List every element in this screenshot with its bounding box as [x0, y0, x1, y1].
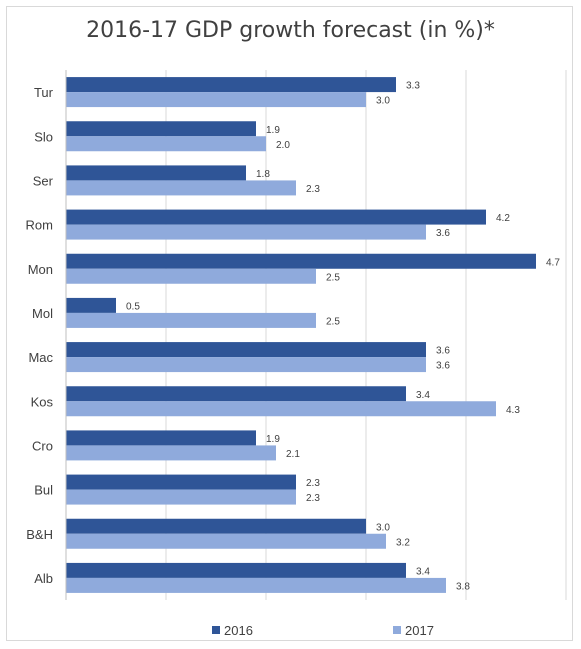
category-label: Ser	[33, 173, 54, 188]
bar-2016	[66, 165, 246, 181]
category-label: Mac	[28, 350, 53, 365]
bar-2017	[66, 180, 296, 196]
chart-title: 2016-17 GDP growth forecast (in %)*	[86, 18, 495, 43]
data-label: 3.6	[436, 346, 450, 357]
legend-label-2017: 2017	[405, 623, 434, 638]
category-label: Mon	[28, 262, 53, 277]
category-label: Bul	[34, 483, 53, 498]
data-label: 4.2	[496, 213, 510, 224]
data-label: 2.3	[306, 184, 320, 195]
data-label: 0.5	[126, 301, 140, 312]
category-label: Tur	[34, 85, 54, 100]
data-label: 2.0	[276, 140, 290, 151]
data-label: 2.3	[306, 478, 320, 489]
category-label: Alb	[34, 571, 53, 586]
data-label: 1.9	[266, 125, 280, 136]
data-label: 3.6	[436, 361, 450, 372]
bar-2016	[66, 297, 116, 313]
category-label: Slo	[34, 129, 53, 144]
bar-2016	[66, 253, 536, 269]
bar-2016	[66, 209, 486, 225]
legend-swatch-2017	[393, 626, 401, 634]
bar-2016	[66, 430, 256, 446]
bar-2017	[66, 136, 266, 152]
data-label: 3.0	[376, 96, 390, 107]
data-label: 3.6	[436, 228, 450, 239]
bar-2016	[66, 342, 426, 358]
category-label: Mol	[32, 306, 53, 321]
data-label: 2.3	[306, 493, 320, 504]
bar-2017	[66, 92, 366, 108]
bar-2017	[66, 268, 316, 284]
data-label: 3.3	[406, 81, 420, 92]
bar-2017	[66, 401, 496, 417]
bar-2016	[66, 386, 406, 402]
data-label: 2.5	[326, 316, 340, 327]
bar-2016	[66, 562, 406, 578]
bar-2017	[66, 224, 426, 240]
data-label: 3.4	[416, 390, 430, 401]
legend-label-2016: 2016	[224, 623, 253, 638]
data-label: 2.1	[286, 449, 300, 460]
bar-2017	[66, 357, 426, 373]
legend-swatch-2016	[212, 626, 220, 634]
data-label: 4.3	[506, 405, 520, 416]
data-label: 1.9	[266, 434, 280, 445]
data-label: 3.8	[456, 581, 470, 592]
data-label: 2.5	[326, 272, 340, 283]
data-label: 3.4	[416, 566, 430, 577]
category-label: Cro	[32, 438, 53, 453]
data-label: 4.7	[546, 257, 560, 268]
category-label: Rom	[26, 218, 53, 233]
bar-2017	[66, 577, 446, 593]
bar-2016	[66, 474, 296, 490]
bar-2017	[66, 533, 386, 549]
bar-2016	[66, 518, 366, 534]
data-label: 3.0	[376, 522, 390, 533]
chart-frame	[6, 6, 573, 641]
data-label: 1.8	[256, 169, 270, 180]
data-label: 3.2	[396, 537, 410, 548]
bar-2017	[66, 489, 296, 505]
bar-2016	[66, 121, 256, 137]
bar-2017	[66, 445, 276, 461]
category-label: Kos	[31, 394, 54, 409]
bar-2016	[66, 77, 396, 93]
category-label: B&H	[26, 527, 53, 542]
bar-2017	[66, 312, 316, 328]
